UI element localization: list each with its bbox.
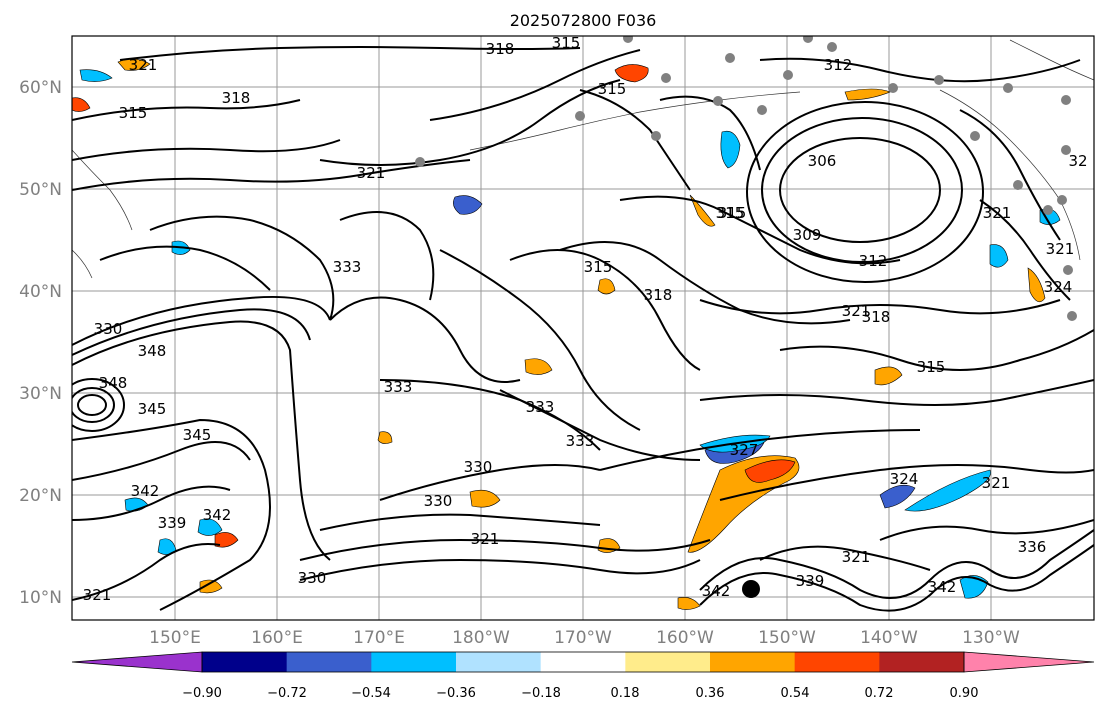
contour-label: 330 [424, 492, 453, 510]
lat-label: 60°N [19, 78, 62, 98]
map-area: 321 315 318 318 315 315 312 315 321 306 … [72, 34, 1094, 620]
longitude-axis: 150°E 160°E 170°E 180°W 170°W 160°W 150°… [149, 628, 1020, 648]
contour-label: 321 [471, 530, 500, 548]
contour-label: 312 [824, 56, 853, 74]
colorbar-tick-label: −0.90 [182, 686, 222, 701]
contour-label: 342 [928, 578, 957, 596]
contour-label: 315 [917, 358, 946, 376]
contour-label: 306 [808, 152, 837, 170]
contour-label: 339 [796, 572, 825, 590]
lat-label: 40°N [19, 282, 62, 302]
lon-label: 170°W [554, 628, 612, 648]
contour-label: 315 [584, 258, 613, 276]
colorbar-swatch [202, 652, 288, 672]
colorbar: −0.90 −0.72 −0.54 −0.36 −0.18 0.18 0.36 … [71, 651, 1095, 701]
colorbar-swatch [879, 652, 965, 672]
colorbar-tick-label: 0.90 [950, 686, 979, 701]
contour-label: 32 [1068, 152, 1087, 170]
colorbar-tick-label: −0.54 [351, 686, 391, 701]
contour-label: 318 [486, 40, 515, 58]
colorbar-swatch [710, 652, 796, 672]
contour-label: 321 [129, 56, 158, 74]
lat-label: 30°N [19, 384, 62, 404]
contour-label: 321 [357, 164, 386, 182]
contour-label: 315 [718, 204, 747, 222]
contour-lines [72, 46, 1094, 612]
contour-label: 315 [598, 80, 627, 98]
latitude-axis: 60°N 50°N 40°N 30°N 20°N 10°N [19, 78, 62, 608]
lon-label: 170°E [353, 628, 405, 648]
contour-label: 327 [730, 441, 759, 459]
map-title: 2025072800 F036 [510, 11, 657, 30]
contour-label: 321 [842, 302, 871, 320]
lat-label: 50°N [19, 180, 62, 200]
contour-label: 333 [566, 432, 595, 450]
contour-label: 333 [333, 258, 362, 276]
colorbar-tick-label: 0.36 [696, 686, 725, 701]
contour-label: 342 [131, 482, 160, 500]
lon-label: 160°E [251, 628, 303, 648]
contour-label: 330 [94, 320, 123, 338]
lon-label: 140°W [860, 628, 918, 648]
colorbar-tick-label: −0.18 [521, 686, 561, 701]
contour-label: 321 [1046, 240, 1075, 258]
lat-label: 20°N [19, 486, 62, 506]
contour-label: 348 [99, 374, 128, 392]
contour-label: 315 [552, 34, 581, 52]
contour-label: 345 [183, 426, 212, 444]
colorbar-swatch [794, 652, 880, 672]
colorbar-swatch [371, 652, 457, 672]
lat-label: 10°N [19, 588, 62, 608]
contour-label: 315 [716, 204, 745, 222]
colorbar-tick-label: −0.72 [267, 686, 307, 701]
contour-label: 312 [859, 252, 888, 270]
contour-label: 339 [158, 514, 187, 532]
colorbar-tick-label: −0.36 [436, 686, 476, 701]
colorbar-swatch [540, 652, 626, 672]
contour-label: 348 [138, 342, 167, 360]
storm-center-marker [742, 580, 760, 598]
contour-label: 318 [644, 286, 673, 304]
colorbar-swatch [625, 652, 711, 672]
contour-label: 309 [793, 226, 822, 244]
lon-label: 150°W [758, 628, 816, 648]
lon-label: 160°W [656, 628, 714, 648]
contour-label: 315 [119, 104, 148, 122]
colorbar-swatch [286, 652, 372, 672]
contour-label: 324 [890, 470, 919, 488]
colorbar-swatch [72, 652, 202, 672]
lon-label: 130°W [962, 628, 1020, 648]
contour-label: 321 [983, 204, 1012, 222]
colorbar-tick-label: 0.54 [781, 686, 810, 701]
colorbar-ticks: −0.90 −0.72 −0.54 −0.36 −0.18 0.18 0.36 … [182, 686, 978, 701]
colorbar-frame [201, 651, 965, 673]
colorbar-tick-label: 0.18 [611, 686, 640, 701]
contour-label: 342 [203, 506, 232, 524]
contour-label: 336 [1018, 538, 1047, 556]
contour-label-group: 321 315 318 318 315 315 312 315 321 306 … [83, 34, 1088, 604]
contour-label: 330 [464, 458, 493, 476]
map-frame [71, 35, 1095, 621]
colorbar-tick-label: 0.72 [865, 686, 894, 701]
contour-label: 321 [842, 548, 871, 566]
contour-label: 333 [384, 378, 413, 396]
coastlines [72, 39, 1094, 279]
contour-label: 318 [862, 308, 891, 326]
lon-label: 180°W [452, 628, 510, 648]
contour-label: 321 [982, 474, 1011, 492]
contour-label: 330 [298, 569, 327, 587]
contour-label: 342 [702, 582, 731, 600]
contour-label: 321 [83, 586, 112, 604]
contour-label: 333 [526, 398, 555, 416]
colorbar-swatch [456, 652, 542, 672]
contour-label: 345 [138, 400, 167, 418]
contour-label: 324 [1044, 278, 1073, 296]
lon-label: 150°E [149, 628, 201, 648]
station-markers [415, 36, 1077, 321]
contour-label: 318 [222, 89, 251, 107]
colorbar-swatch [964, 652, 1094, 672]
